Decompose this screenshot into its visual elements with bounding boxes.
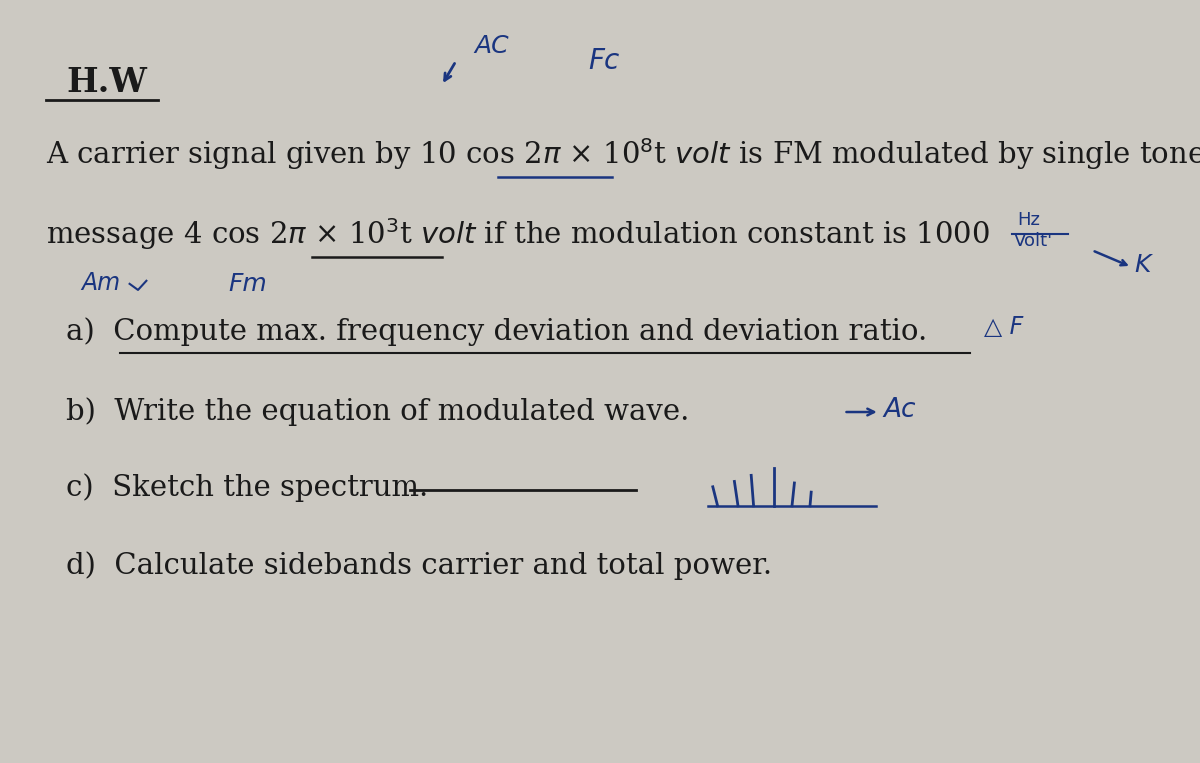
Text: H.W: H.W [66,66,146,98]
Text: b)  Write the equation of modulated wave.: b) Write the equation of modulated wave. [66,397,689,426]
Text: a)  Compute max. frequency deviation and deviation ratio.: a) Compute max. frequency deviation and … [66,317,928,346]
Text: message 4 cos 2$\pi$ × 10$^3$t $\it{volt}$ if the modulation constant is 1000: message 4 cos 2$\pi$ × 10$^3$t $\it{volt… [46,216,990,252]
Text: A carrier signal given by 10 cos 2$\pi$ × 10$^8$t $\it{volt}$ is FM modulated by: A carrier signal given by 10 cos 2$\pi$ … [46,136,1200,172]
Text: c)  Sketch the spectrum.: c) Sketch the spectrum. [66,473,428,502]
Text: AC: AC [474,34,509,59]
Text: Ac: Ac [883,398,916,423]
Text: Hz: Hz [1018,211,1040,229]
Text: Volt': Volt' [1014,232,1054,250]
Text: Fc: Fc [588,47,619,75]
Text: K: K [1134,253,1151,278]
Text: Am: Am [82,271,121,295]
Text: △ F: △ F [984,315,1024,340]
Text: Fm: Fm [228,272,266,297]
Text: d)  Calculate sidebands carrier and total power.: d) Calculate sidebands carrier and total… [66,551,772,580]
